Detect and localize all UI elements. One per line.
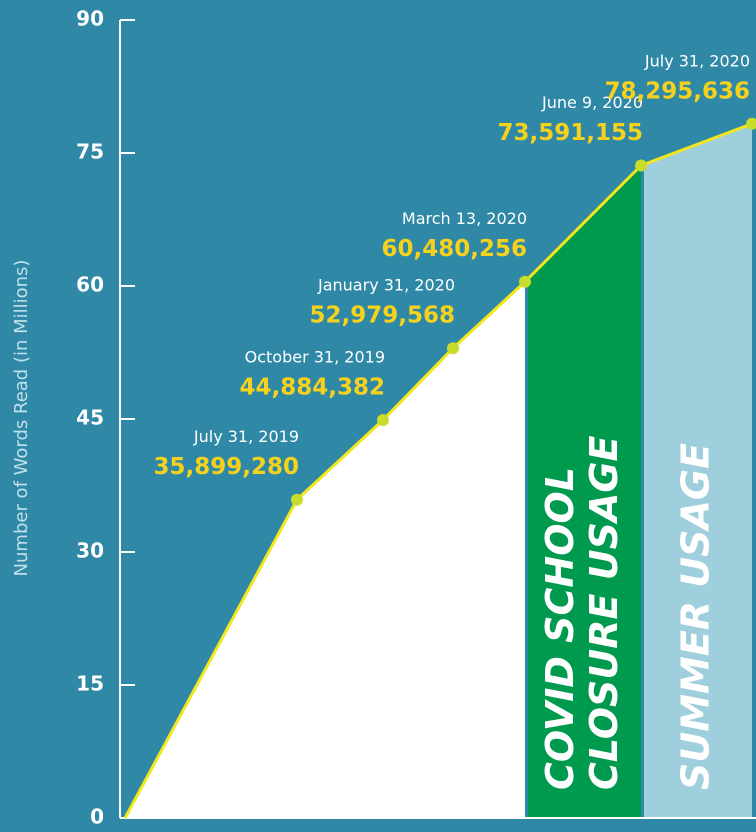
marker [746, 117, 756, 130]
y-tick-label: 0 [90, 805, 104, 829]
date-label: July 31, 2019 [193, 427, 299, 446]
y-tick-label: 90 [76, 7, 104, 31]
area [125, 281, 525, 819]
date-label: June 9, 2020 [541, 93, 643, 112]
value-label: 60,480,256 [381, 236, 527, 262]
y-tick-label: 60 [76, 273, 104, 297]
value-label: 35,899,280 [153, 454, 299, 480]
region-label: COVID SCHOOL [538, 467, 582, 790]
region-label: SUMMER USAGE [674, 443, 718, 790]
date-label: January 31, 2020 [317, 276, 455, 295]
y-axis-title: Number of Words Read (in Millions) [11, 260, 32, 577]
region [644, 123, 752, 819]
marker [377, 414, 389, 427]
areas [125, 123, 752, 819]
y-tick-label: 45 [76, 406, 104, 430]
value-label: 78,295,636 [604, 78, 750, 104]
date-label: October 31, 2019 [245, 348, 385, 367]
y-tick-label: 75 [76, 140, 104, 164]
value-label: 44,884,382 [239, 375, 385, 401]
y-tick-label: 15 [76, 672, 104, 696]
y-tick-label: 30 [76, 539, 104, 563]
marker [519, 275, 531, 288]
date-label: July 31, 2020 [644, 51, 750, 70]
value-label: 52,979,568 [309, 303, 455, 329]
date-label: March 13, 2020 [402, 209, 527, 228]
value-label: 73,591,155 [497, 120, 643, 146]
marker [447, 342, 459, 355]
marker [291, 493, 303, 506]
region-label: CLOSURE USAGE [582, 435, 626, 790]
region [528, 165, 641, 818]
marker [635, 159, 647, 172]
